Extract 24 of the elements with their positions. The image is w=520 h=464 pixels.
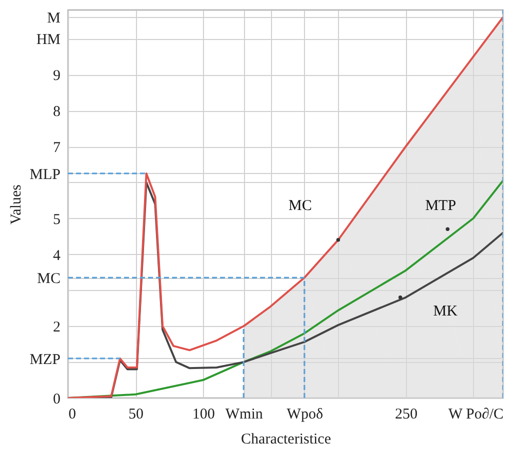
x-tick-label: 250 [394,406,418,422]
annotation: MTP [425,198,456,214]
annotation: MK [433,303,458,320]
y-axis-title: Values [8,184,25,224]
y-tick-label: 5 [53,212,60,228]
y-tick-label: HM [36,32,60,48]
y-tick-label: 0 [53,392,60,408]
x-tick-label: 100 [192,406,215,422]
y-tick-label: 9 [53,68,60,84]
y-tick-label: M [47,10,60,27]
y-tick-label: 2 [53,320,60,336]
y-tick-label: 8 [53,104,60,120]
annotation: MC [288,198,312,214]
y-tick-label: MC [37,271,60,288]
x-tick-label: W Po∂/C [448,406,504,422]
y-tick-label: 4 [53,248,61,264]
x-tick-label: 50 [128,406,144,422]
y-tick-label: MZP [30,352,60,368]
x-tick-label: 0 [68,406,76,422]
y-tick-label: 7 [53,140,61,156]
x-tick-label: Wpoδ [286,406,324,422]
y-tick-label: MLP [30,166,60,183]
x-axis-title: Characteristice [241,432,332,448]
x-tick-label: Wmin [225,406,264,422]
